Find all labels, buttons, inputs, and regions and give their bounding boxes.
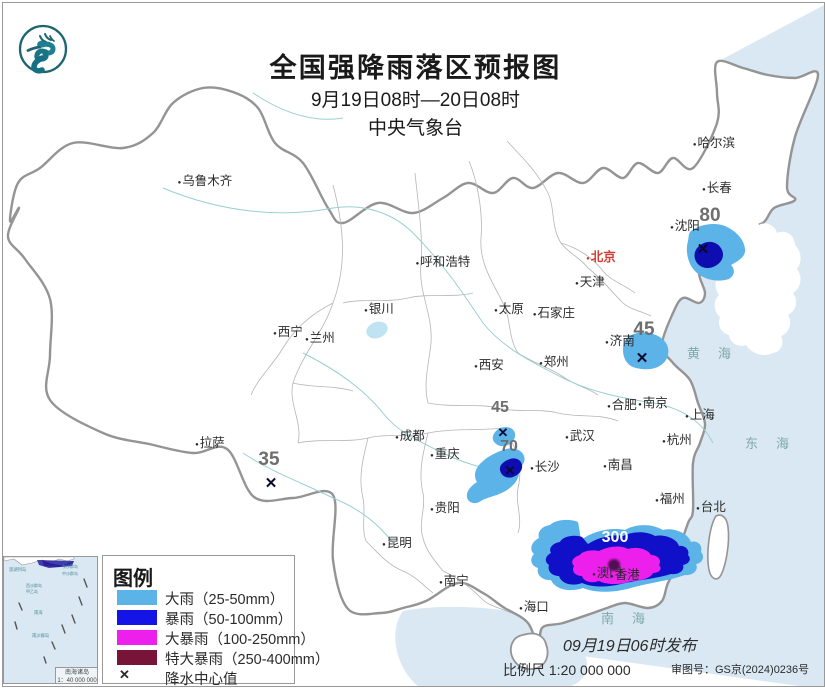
svg-text:甲乙岛: 甲乙岛 [26, 588, 38, 594]
svg-text:西沙群岛: 西沙群岛 [26, 582, 42, 588]
svg-text:中沙群岛: 中沙群岛 [62, 570, 78, 576]
svg-text:东沙群岛: 东沙群岛 [62, 563, 78, 569]
svg-text:南海: 南海 [34, 609, 43, 616]
svg-text:南沙群岛: 南沙群岛 [32, 632, 49, 639]
svg-text:澎湖列岛: 澎湖列岛 [9, 566, 26, 573]
